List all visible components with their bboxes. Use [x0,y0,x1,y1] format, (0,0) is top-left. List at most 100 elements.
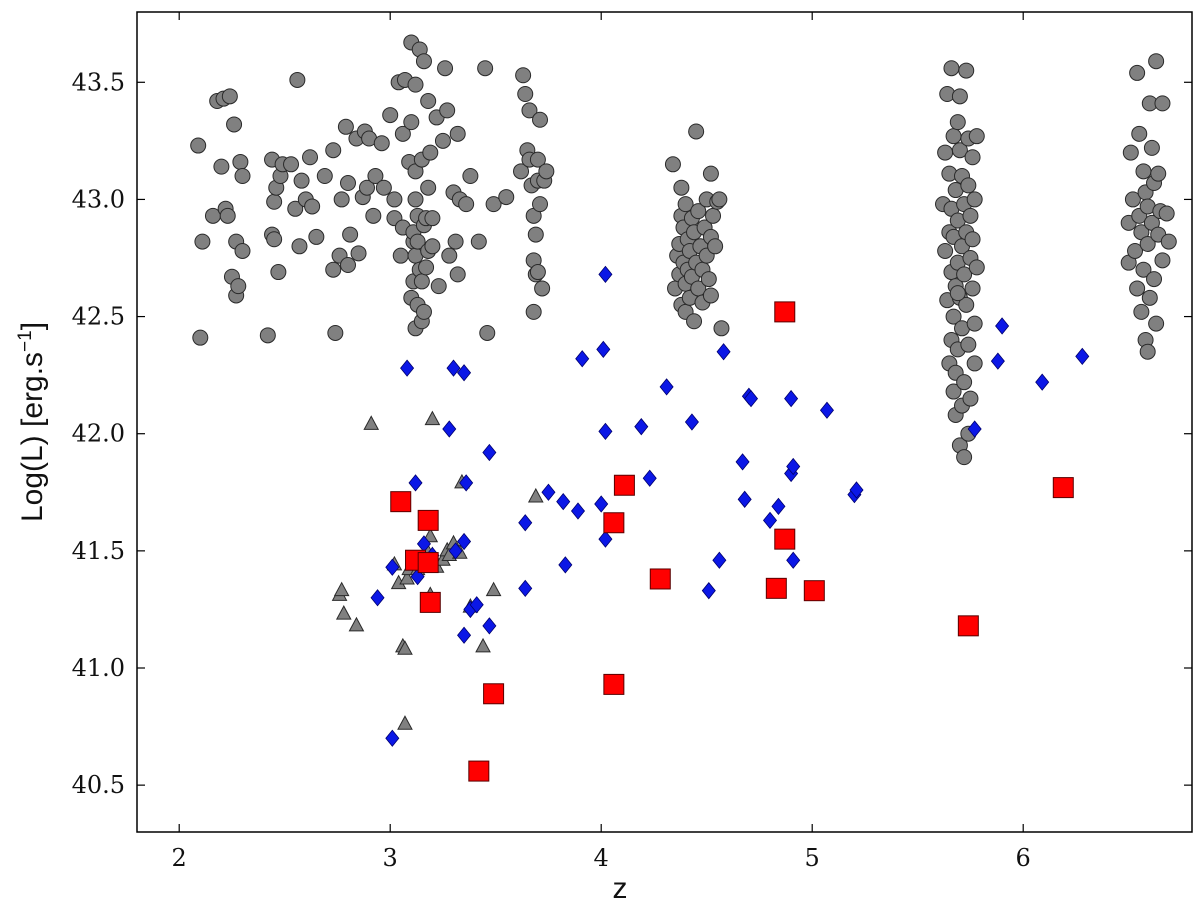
circle-point [529,264,546,281]
circle-point [302,149,319,166]
circle-point [966,191,983,208]
diamond-point [596,340,611,359]
circle-point [266,231,283,248]
circle-point [325,142,342,159]
circle-point [707,238,724,255]
circle-point [194,233,211,250]
circle-point [958,62,975,79]
diamond-point [482,617,497,635]
circle-point [964,149,981,166]
circle-point [308,228,325,245]
circle-point [705,207,722,224]
circle-point [449,266,466,283]
diamond-point [469,596,484,614]
circle-point [340,257,356,274]
circle-point [525,303,542,320]
circle-point [960,336,977,353]
circle-point [422,144,439,161]
x-axis-ticks: 2 3 4 5 6 [172,12,1031,872]
circle-point [515,67,532,84]
circle-point [1139,235,1156,252]
triangle-point [422,527,439,543]
circle-point [956,374,973,391]
diamond-point [995,317,1010,335]
y-tick-label: 42.0 [72,420,125,448]
y-axis-label-close: ] [16,322,49,330]
circle-point [291,238,308,255]
circle-point [1127,242,1144,259]
circle-point [1135,261,1152,278]
circle-point [527,226,544,243]
circle-point [1139,343,1156,360]
circle-point [219,207,236,224]
square-point [957,615,979,637]
diamond-point [784,389,799,408]
circle-point [470,233,487,250]
circle-point [945,383,962,400]
circle-point [968,128,985,145]
circle-point [711,191,728,208]
square-point [417,509,439,531]
circle-point [447,233,464,250]
diamond-point [819,401,834,419]
y-axis-label-main: Log(L) [erg.s [16,352,49,522]
diamond-point [990,352,1005,370]
circle-point [333,191,350,208]
circle-point [1154,252,1171,269]
diamond-point [598,530,613,548]
circle-point [283,156,300,173]
circle-point [964,280,981,297]
square-point [613,474,635,496]
circle-point [945,128,962,145]
diamond-point [849,481,864,499]
diamond-point [762,511,778,530]
circle-point [407,76,424,93]
diamond-point [598,265,613,284]
circle-point [945,308,962,325]
diamond-point [518,514,533,532]
circle-point [337,118,354,135]
circle-point [415,303,432,320]
circle-point [289,71,306,88]
diamond-point [575,350,590,368]
triangle-point [333,581,350,597]
diamond-point [570,502,586,520]
circle-point [365,207,382,224]
circle-point [1154,95,1171,112]
diamond-point [482,443,497,462]
circle-point [340,175,356,192]
diamond-point [642,469,657,487]
circle-point [441,247,458,264]
circle-point [538,163,555,180]
diamond-point [701,582,716,600]
circle-point [392,247,409,264]
square-point [603,512,625,534]
circle-point [437,60,454,77]
circle-point [407,191,424,208]
circle-point [449,125,466,142]
triangle-point [397,640,413,655]
x-tick-label: 6 [1016,844,1031,872]
diamond-point [408,474,423,492]
triangle-point [397,715,413,730]
circle-point [424,238,441,255]
triangle-point [348,616,365,632]
circle-point [270,264,287,281]
circle-point [287,200,304,217]
y-tick-label: 41.5 [72,537,125,565]
square-point [417,552,439,574]
circle-point [226,116,243,133]
circle-point [713,320,730,337]
circle-point [1135,163,1152,180]
circle-point [664,156,681,173]
circle-point [956,449,973,466]
circle-point [266,193,283,210]
x-tick-label: 4 [594,844,609,872]
x-tick-label: 2 [172,844,187,872]
diamond-point [634,418,649,436]
circle-point [688,123,705,140]
square-point [468,760,490,782]
circle-point [234,242,251,259]
diamond-point [518,579,533,597]
